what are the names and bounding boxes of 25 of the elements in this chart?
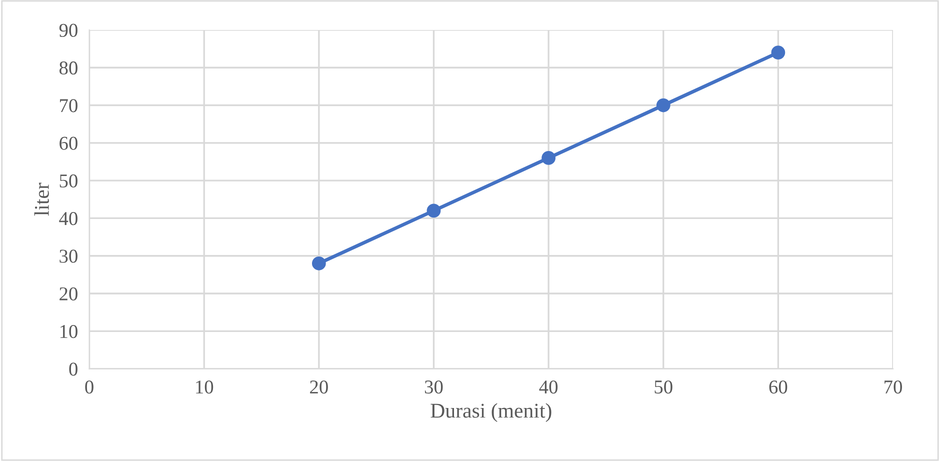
y-tick-label: 0 <box>69 362 78 376</box>
x-tick-label: 30 <box>424 380 443 394</box>
x-axis-title: Durasi (menit) <box>430 403 552 422</box>
y-tick-label: 40 <box>59 212 78 226</box>
x-tick-label: 10 <box>196 380 214 394</box>
y-tick-label: 20 <box>60 287 78 300</box>
y-tick-label: 10 <box>60 324 78 338</box>
y-tick-label: 80 <box>59 61 78 75</box>
y-tick-label: 30 <box>60 250 78 263</box>
point <box>312 256 326 270</box>
x-tick-label: 20 <box>310 380 328 394</box>
point <box>771 46 786 60</box>
x-tick-label: 60 <box>769 380 788 394</box>
y-tick-label: 50 <box>60 174 78 188</box>
x-tick-label: 0 <box>85 380 94 394</box>
y-tick-label: 70 <box>60 99 78 112</box>
point <box>542 151 556 165</box>
point <box>426 204 441 218</box>
y-axis-title: liter <box>34 182 49 216</box>
y-tick-label: 60 <box>60 136 78 150</box>
point <box>656 98 670 112</box>
x-tick-label: 50 <box>654 380 672 394</box>
y-tick-label: 90 <box>59 24 78 37</box>
x-tick-label: 70 <box>884 380 902 394</box>
x-tick-label: 40 <box>539 380 558 394</box>
